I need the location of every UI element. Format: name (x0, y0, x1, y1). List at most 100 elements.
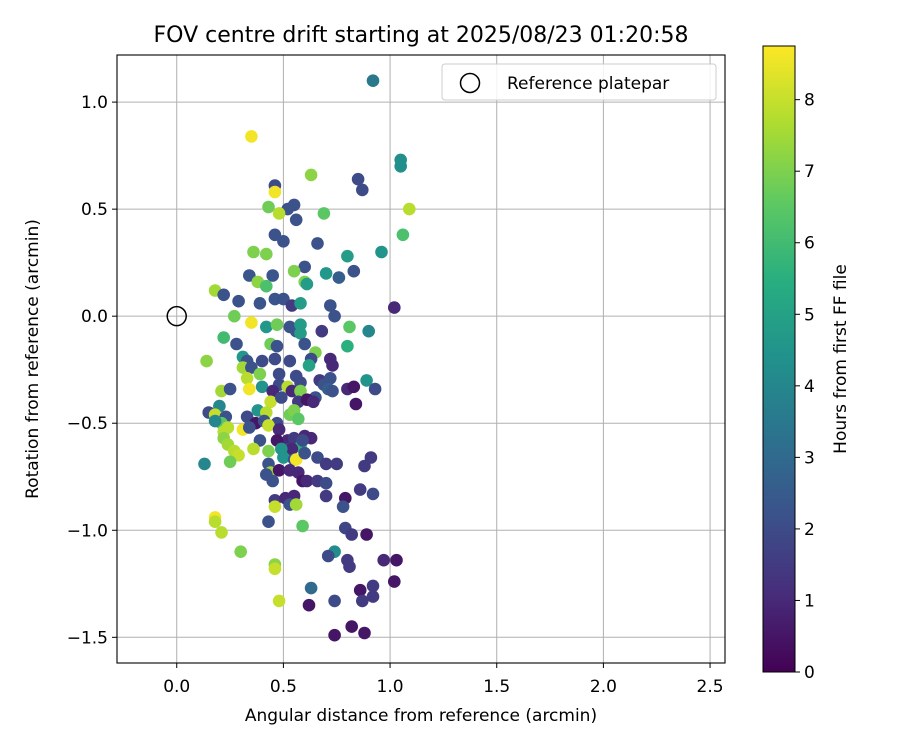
data-point (368, 382, 382, 396)
data-point (243, 421, 256, 434)
data-point (294, 327, 307, 340)
data-point (396, 228, 410, 242)
data-point (336, 500, 350, 513)
data-point (268, 185, 282, 199)
plot-frame (116, 54, 726, 664)
data-point (285, 442, 299, 456)
data-point (262, 515, 275, 528)
colorbar-tick-label: 6 (804, 234, 815, 254)
data-point (277, 235, 290, 248)
x-axis-ticks: 0.0 0.5 1.0 1.5 2.0 2.5 (163, 663, 724, 697)
data-point (230, 337, 243, 351)
data-point (266, 474, 280, 488)
y-tick-label: 0.0 (81, 307, 108, 327)
colorbar (762, 45, 796, 673)
data-point (347, 380, 361, 394)
data-point (266, 384, 280, 398)
data-point (328, 628, 341, 642)
data-point (289, 498, 303, 511)
data-point (343, 320, 356, 334)
data-point (326, 384, 339, 398)
data-point (245, 316, 258, 329)
data-point (272, 207, 286, 220)
data-point (260, 247, 273, 261)
data-point (343, 560, 356, 573)
data-point (262, 444, 275, 458)
legend-label: Reference platepar (507, 74, 669, 94)
data-point (377, 553, 391, 567)
legend-marker-circle (459, 72, 481, 94)
data-point (268, 562, 282, 576)
data-point (328, 309, 341, 323)
colorbar-ticks: 0 1 2 3 4 5 6 7 8 (795, 91, 815, 683)
data-point (347, 264, 361, 278)
data-point (240, 410, 254, 424)
data-point (292, 412, 305, 426)
data-point (243, 382, 256, 396)
legend-box (441, 63, 717, 101)
data-point (311, 451, 324, 464)
reference-marker (166, 305, 187, 327)
data-point (262, 419, 275, 432)
x-tick-label: 1.5 (483, 677, 510, 697)
data-point (268, 352, 282, 366)
data-point (268, 228, 282, 242)
y-axis-ticks: −1.5 −1.0 −0.5 0.0 0.5 1.0 (67, 93, 117, 648)
data-point (223, 455, 237, 469)
data-point (341, 249, 354, 263)
data-point (200, 354, 213, 368)
data-point (328, 594, 341, 608)
data-point (345, 620, 359, 633)
data-point (253, 367, 267, 381)
y-tick-label: −1.0 (67, 521, 108, 541)
chart-title: FOV centre drift starting at 2025/08/23 … (154, 23, 689, 48)
data-point (217, 288, 230, 302)
data-point (345, 528, 359, 541)
data-point (255, 380, 269, 394)
data-point (360, 374, 373, 387)
data-point (403, 202, 416, 216)
data-point (234, 545, 247, 558)
data-point (351, 172, 365, 186)
legend: Reference platepar (441, 63, 717, 101)
data-point (375, 245, 388, 259)
data-point (366, 579, 380, 593)
data-point (198, 457, 211, 471)
colorbar-tick-label: 8 (804, 91, 815, 111)
data-point (302, 598, 316, 612)
data-point (390, 553, 403, 567)
data-point (330, 457, 344, 471)
x-tick-label: 1.0 (377, 677, 404, 697)
data-point (304, 581, 318, 595)
y-tick-label: −0.5 (67, 414, 108, 434)
data-point (362, 324, 376, 338)
data-point (270, 339, 284, 353)
reference-point (166, 305, 187, 327)
data-point (289, 213, 303, 227)
colorbar-tick-label: 5 (804, 305, 815, 325)
data-point (217, 331, 230, 344)
data-point (298, 446, 312, 460)
data-point (319, 476, 333, 490)
data-point (356, 594, 369, 608)
data-point (300, 277, 314, 291)
data-point (307, 395, 320, 409)
data-point (268, 500, 282, 513)
data-point (321, 549, 335, 563)
data-point (366, 590, 380, 603)
data-point (208, 414, 222, 428)
data-point (294, 297, 307, 310)
data-point (272, 367, 286, 381)
scatter-points (198, 74, 416, 642)
data-point (283, 354, 297, 368)
colorbar-label: Hours from first FF file (831, 264, 851, 454)
data-point (296, 434, 309, 447)
colorbar-tick-label: 1 (804, 591, 815, 611)
data-point (388, 301, 401, 314)
data-point (270, 318, 284, 332)
data-point (332, 271, 346, 284)
data-point (266, 269, 280, 282)
data-point (394, 160, 408, 173)
data-point (245, 130, 258, 143)
